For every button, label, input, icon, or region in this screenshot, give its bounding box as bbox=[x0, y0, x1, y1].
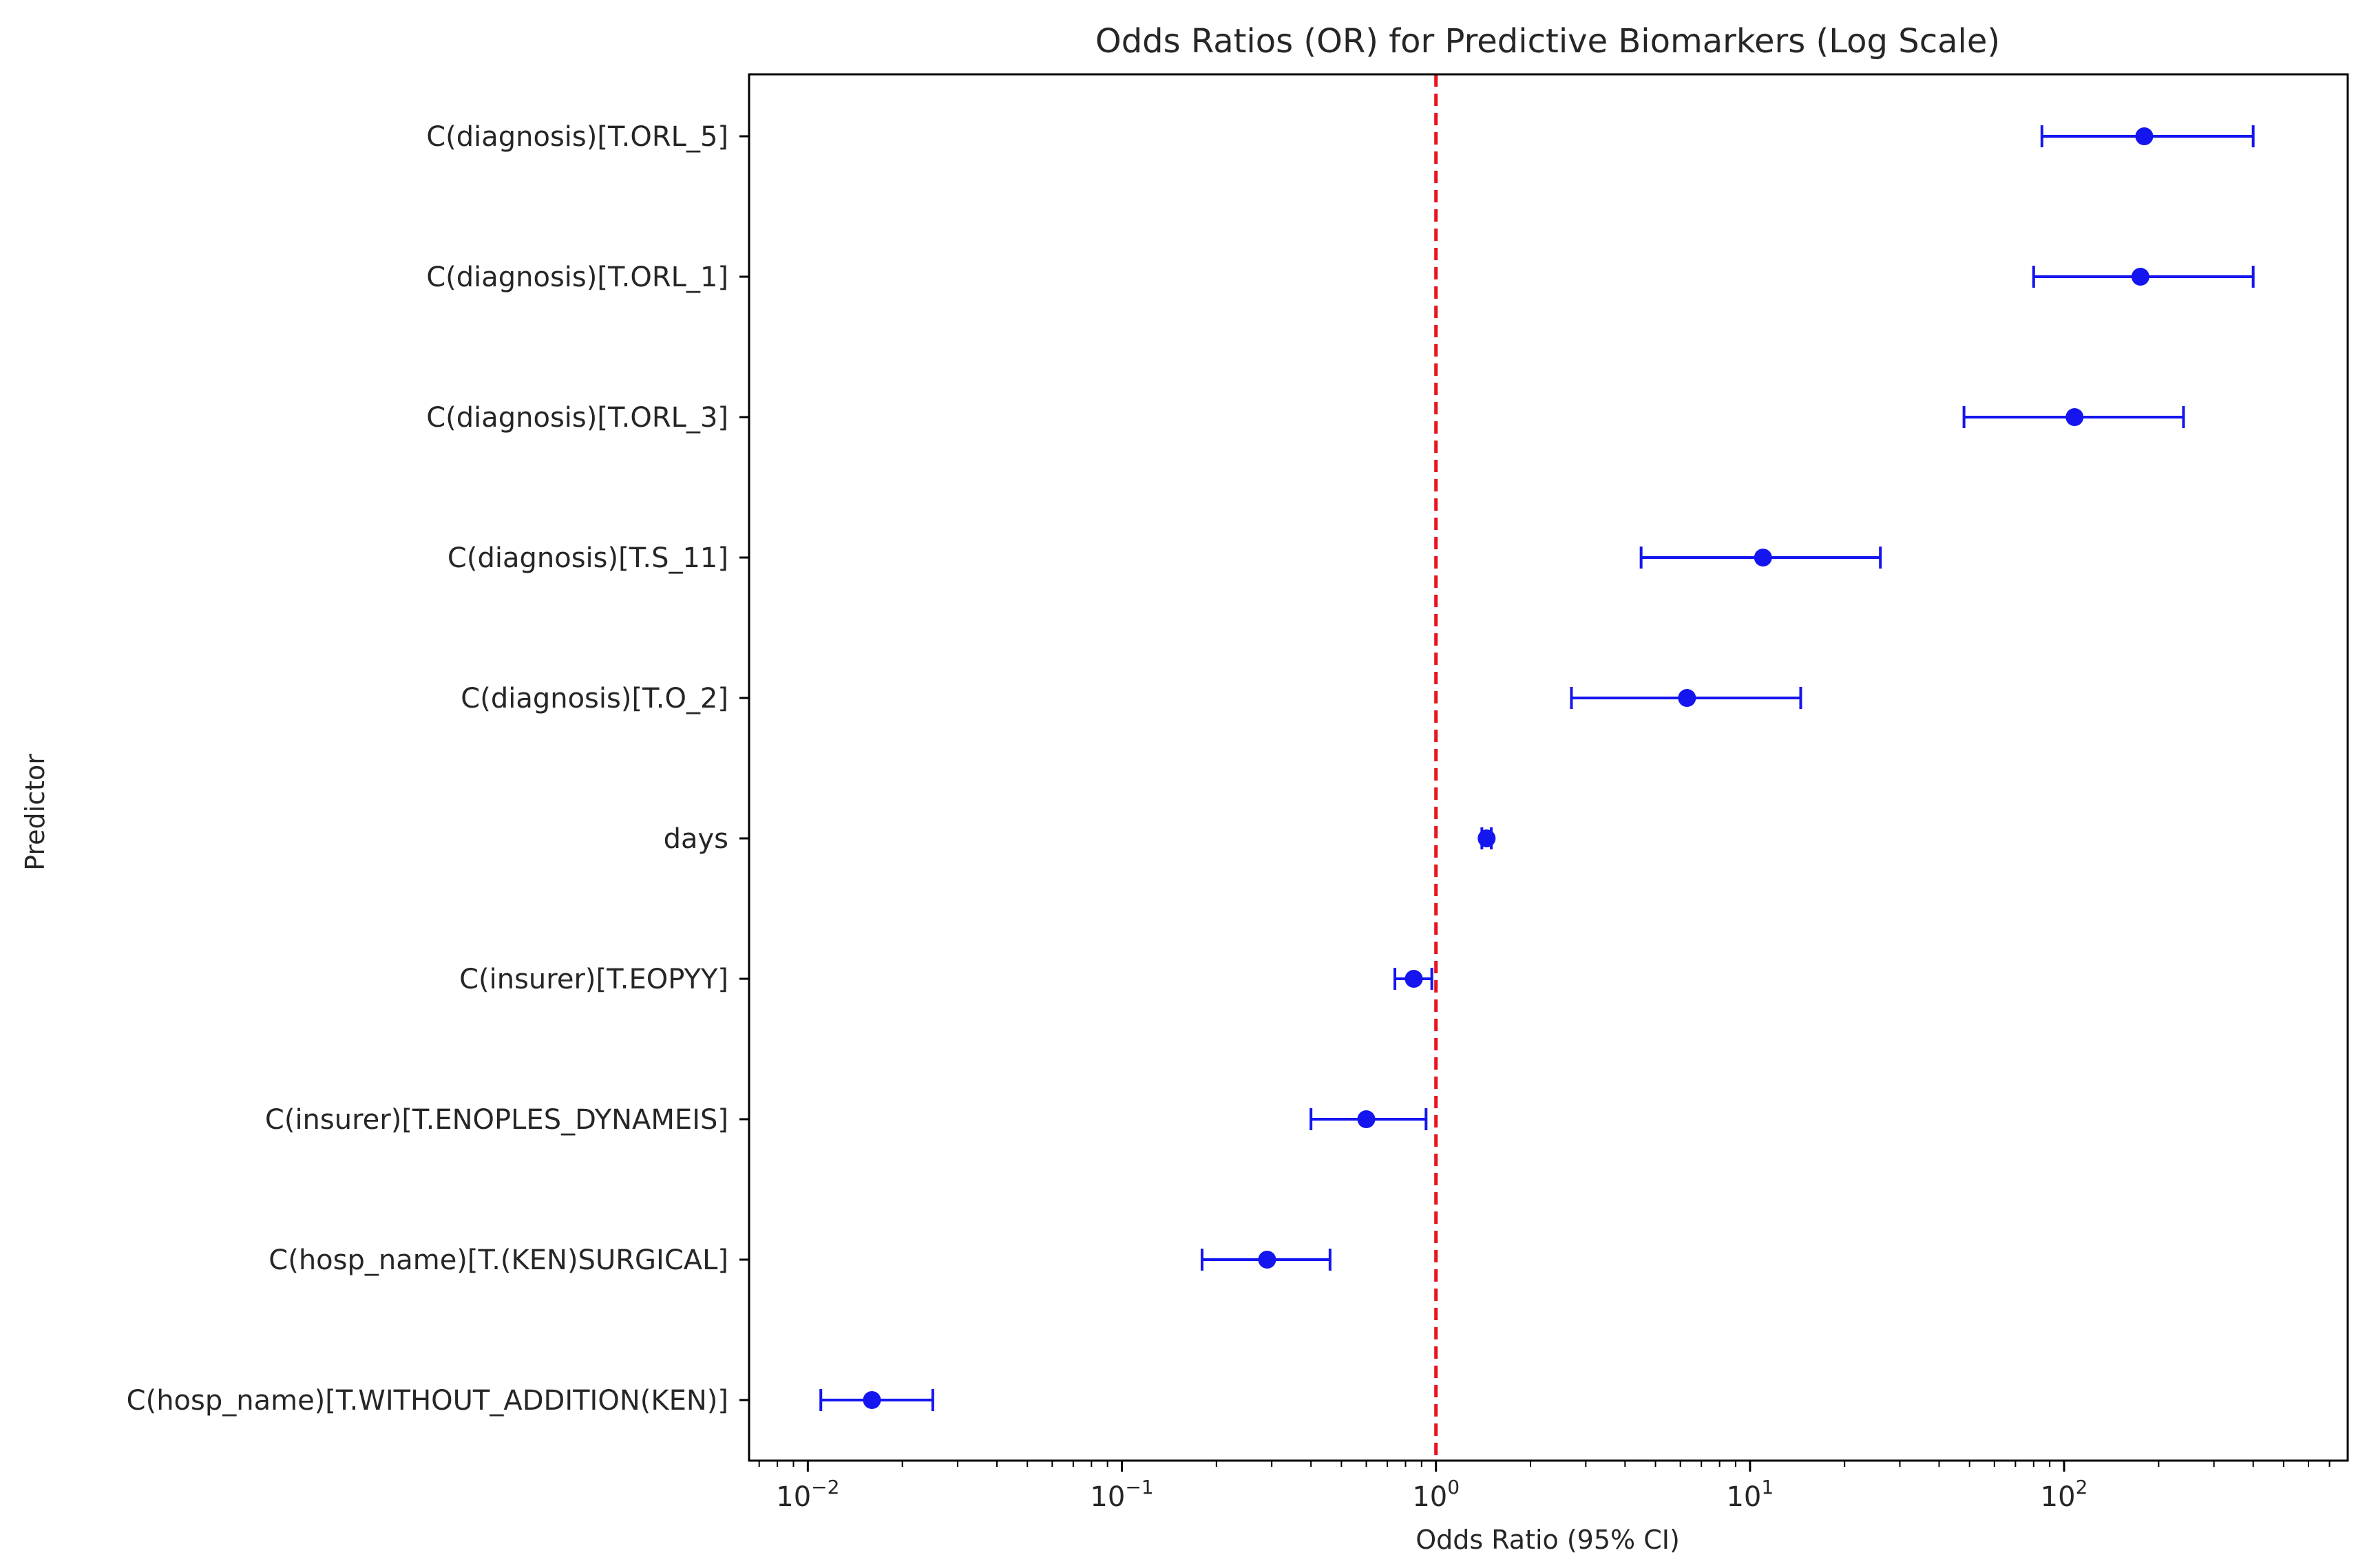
x-axis-label: Odds Ratio (95% CI) bbox=[1416, 1525, 1680, 1555]
x-tick-label: 100 bbox=[1412, 1476, 1460, 1513]
y-tick-label: C(insurer)[T.ENOPLES_DYNAMEIS] bbox=[265, 1104, 728, 1136]
x-axis: 10−2 10−1 100 101 102 bbox=[758, 1461, 2331, 1513]
chart-title: Odds Ratios (OR) for Predictive Biomarke… bbox=[1095, 22, 2000, 61]
y-tick-label: C(diagnosis)[T.O_2] bbox=[461, 683, 728, 714]
or-point bbox=[2065, 408, 2084, 426]
or-point bbox=[1754, 549, 1772, 566]
y-tick-label: days bbox=[664, 823, 728, 855]
or-point bbox=[1405, 970, 1423, 988]
y-tick-label: C(diagnosis)[T.ORL_5] bbox=[426, 121, 728, 153]
x-tick-label: 102 bbox=[2041, 1476, 2088, 1513]
y-axis-label: Predictor bbox=[20, 754, 50, 871]
or-point bbox=[2135, 127, 2154, 145]
or-point bbox=[863, 1391, 881, 1409]
y-axis: C(diagnosis)[T.ORL_5] C(diagnosis)[T.ORL_… bbox=[127, 121, 749, 1417]
or-point bbox=[1357, 1110, 1376, 1128]
y-tick-label: C(hosp_name)[T.(KEN)SURGICAL] bbox=[269, 1244, 728, 1276]
marks-layer bbox=[819, 74, 2255, 1461]
or-point bbox=[2131, 268, 2149, 286]
y-tick-label: C(diagnosis)[T.ORL_1] bbox=[426, 262, 728, 293]
or-point bbox=[1678, 689, 1696, 707]
y-tick-label: C(hosp_name)[T.WITHOUT_ADDITION(KEN)] bbox=[127, 1385, 728, 1417]
x-tick-label: 101 bbox=[1726, 1476, 1774, 1513]
y-tick-label: C(diagnosis)[T.S_11] bbox=[448, 542, 728, 574]
or-point bbox=[1258, 1251, 1276, 1269]
x-tick-label: 10−1 bbox=[1090, 1476, 1153, 1513]
y-tick-label: C(insurer)[T.EOPYY] bbox=[459, 964, 728, 995]
x-tick-label: 10−2 bbox=[776, 1476, 839, 1513]
plot-frame bbox=[748, 73, 2349, 1462]
y-tick-label: C(diagnosis)[T.ORL_3] bbox=[426, 402, 728, 434]
or-point bbox=[1477, 829, 1496, 847]
